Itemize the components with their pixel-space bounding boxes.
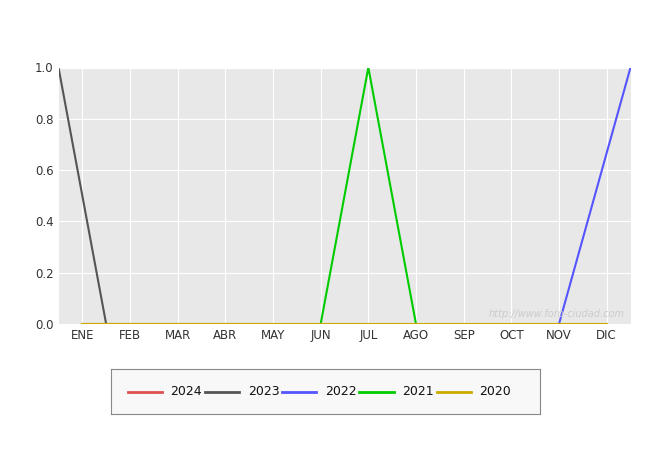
Text: 2024: 2024: [170, 385, 202, 398]
Text: 2020: 2020: [480, 385, 511, 398]
Text: Matriculaciones de Vehiculos en Valmadrid: Matriculaciones de Vehiculos en Valmadri…: [132, 18, 518, 36]
Text: 2023: 2023: [248, 385, 280, 398]
Text: http://www.foro-ciudad.com: http://www.foro-ciudad.com: [489, 309, 625, 319]
Text: 2021: 2021: [402, 385, 434, 398]
Text: 2022: 2022: [325, 385, 357, 398]
